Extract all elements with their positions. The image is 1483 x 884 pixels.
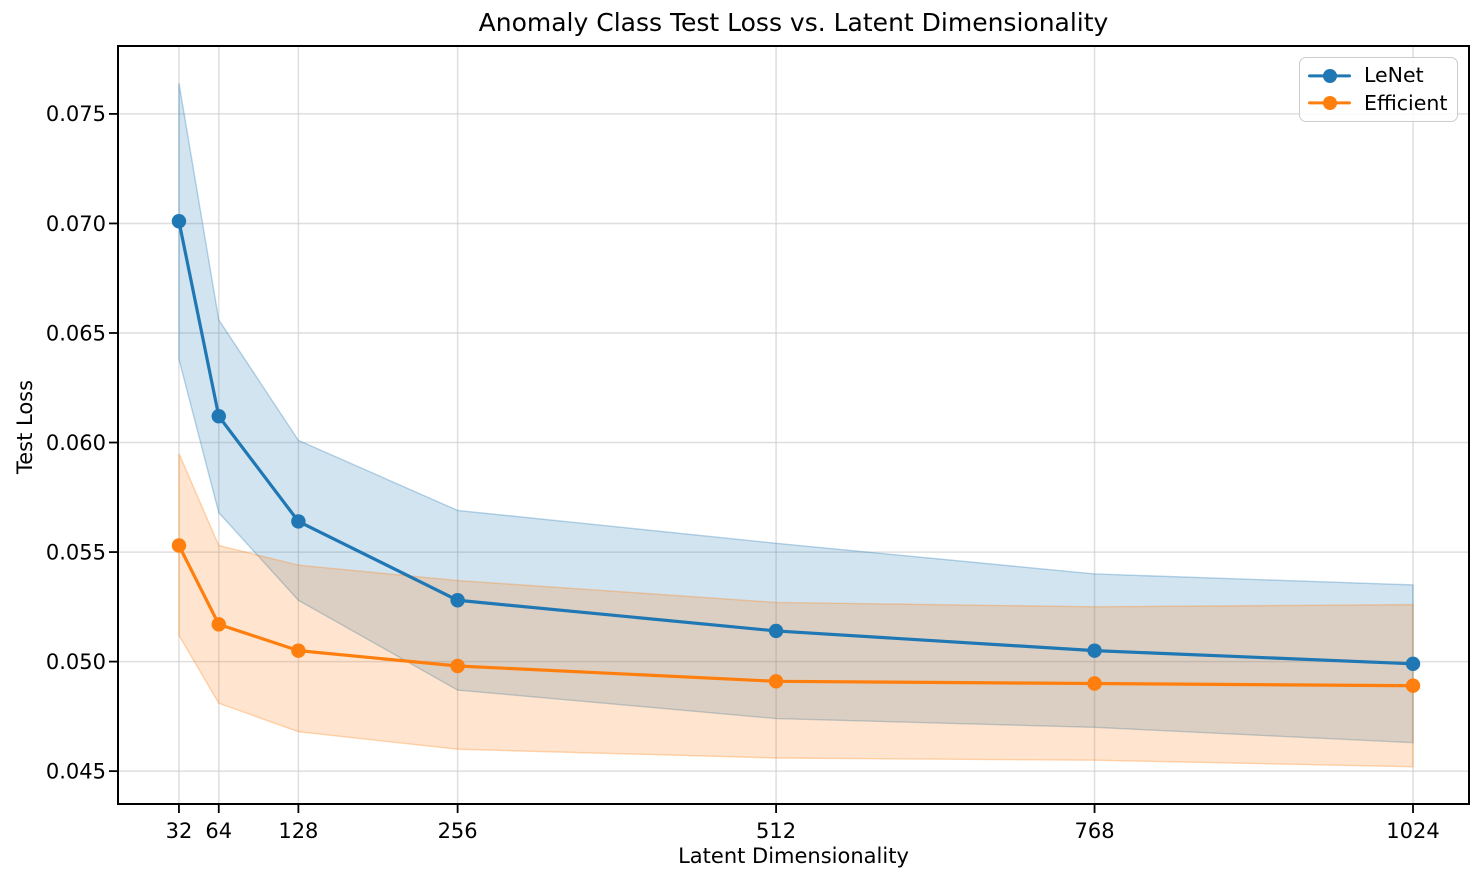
data-point-lenet-768 [1087, 643, 1102, 658]
x-tick-label: 768 [1075, 819, 1115, 843]
data-point-efficient-32 [171, 538, 187, 553]
y-tick-label: 0.050 [46, 650, 106, 674]
x-tick-label: 256 [438, 819, 478, 843]
x-tick-label: 512 [756, 819, 796, 843]
data-point-lenet-1024 [1405, 656, 1421, 671]
y-tick-label: 0.055 [46, 540, 106, 564]
plot-area-border [117, 45, 1470, 805]
legend: LeNet Efficient [1299, 57, 1458, 122]
data-point-lenet-64 [211, 409, 226, 424]
data-point-efficient-1024 [1405, 678, 1421, 693]
x-tick-label: 64 [205, 819, 232, 843]
x-tick-label: 128 [278, 819, 318, 843]
legend-item-efficient: Efficient [1308, 90, 1449, 117]
data-point-efficient-128 [291, 643, 306, 658]
chart-title: Anomaly Class Test Loss vs. Latent Dimen… [478, 8, 1109, 37]
legend-dot-efficient [1322, 96, 1337, 111]
x-tick-label: 32 [166, 819, 193, 843]
y-tick-label: 0.075 [46, 102, 106, 126]
series-markers-efficient [171, 538, 1421, 693]
tick-labels: 32 64 128 256 512 768 1024 0.045 0.050 0.055 0.060… [46, 102, 1440, 843]
legend-label-lenet: LeNet [1364, 63, 1424, 88]
data-point-lenet-512 [768, 623, 784, 639]
data-point-efficient-64 [211, 617, 226, 632]
y-tick-label: 0.065 [46, 321, 106, 345]
y-tick-label: 0.060 [46, 431, 106, 455]
data-point-lenet-32 [171, 214, 187, 229]
x-axis-label: Latent Dimensionality [678, 844, 909, 868]
y-tick-label: 0.070 [46, 212, 106, 236]
series-markers-lenet [171, 214, 1421, 671]
data-point-efficient-512 [768, 674, 784, 689]
confidence-band-efficient [178, 453, 1414, 768]
data-point-lenet-128 [291, 514, 306, 529]
confidence-band-lenet [178, 83, 1414, 744]
legend-label-efficient: Efficient [1364, 90, 1448, 115]
legend-dot-lenet [1322, 68, 1337, 83]
y-tick-label: 0.045 [46, 759, 106, 783]
data-point-efficient-768 [1087, 676, 1102, 691]
x-tick-label: 1024 [1386, 819, 1439, 843]
data-point-lenet-256 [450, 593, 465, 608]
axis-ticks [109, 113, 1414, 813]
legend-item-lenet: LeNet [1308, 62, 1449, 89]
data-point-efficient-256 [450, 658, 465, 674]
legend-line-marker-icon [1308, 68, 1351, 83]
y-axis-label: Test Loss [13, 379, 37, 475]
legend-line-marker-icon [1308, 96, 1351, 111]
